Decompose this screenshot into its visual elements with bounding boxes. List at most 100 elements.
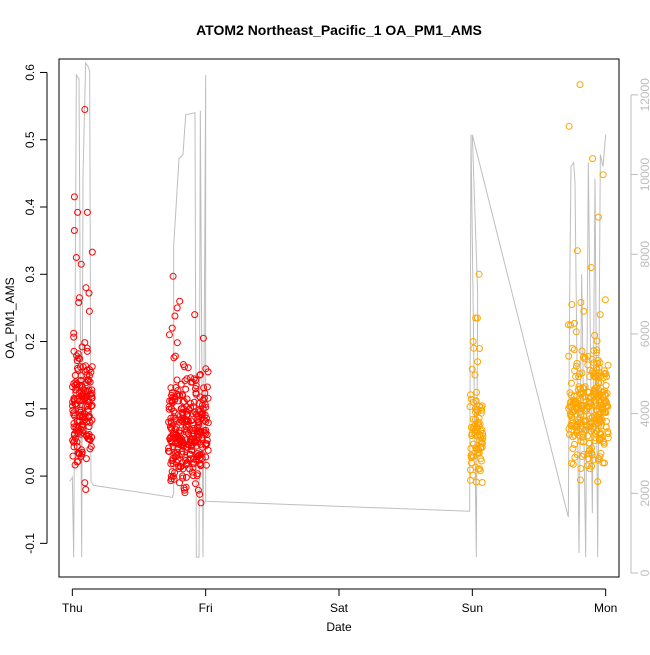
- data-point: [74, 208, 82, 216]
- data-point: [467, 459, 475, 467]
- axes-layer: -0.1 0.0 0.1 0.2 0.3 0.4 0.5 0.6 0 2000 4000 6000 80…: [23, 64, 650, 615]
- data-point: [173, 339, 181, 347]
- data-point: [195, 452, 202, 460]
- data-point: [568, 419, 576, 427]
- data-point: [587, 264, 595, 271]
- data-point: [183, 416, 191, 424]
- data-point: [591, 385, 599, 393]
- data-point: [73, 401, 81, 409]
- data-point: [588, 427, 596, 435]
- data-point: [468, 432, 476, 439]
- data-point: [589, 155, 597, 163]
- data-point: [578, 347, 586, 355]
- data-point: [77, 408, 85, 416]
- y2-tick-label: 0: [638, 569, 650, 576]
- data-point: [192, 389, 200, 397]
- data-point: [472, 463, 480, 471]
- data-point: [587, 392, 595, 400]
- data-point: [85, 289, 93, 297]
- data-point: [178, 409, 186, 417]
- data-point: [170, 354, 178, 362]
- data-point: [194, 470, 201, 478]
- data-point: [197, 499, 205, 507]
- data-point: [204, 446, 212, 454]
- data-point: [476, 420, 484, 428]
- data-point: [183, 395, 191, 403]
- data-point: [584, 432, 592, 440]
- data-point: [478, 479, 486, 486]
- data-point: [185, 405, 193, 413]
- data-point: [473, 314, 481, 322]
- data-point: [171, 312, 179, 320]
- x-tick-label: Thu: [62, 601, 83, 615]
- data-point: [576, 390, 584, 398]
- y-axis-label: OA_PM1_AMS: [3, 277, 17, 358]
- data-point: [601, 296, 609, 304]
- data-point: [197, 462, 205, 470]
- y-tick-label: 0.1: [23, 400, 37, 417]
- data-point: [69, 452, 77, 460]
- data-point: [596, 437, 604, 444]
- data-point: [580, 450, 588, 458]
- data-point: [73, 458, 81, 466]
- y-tick-label: 0.4: [23, 198, 37, 215]
- data-point: [168, 324, 176, 332]
- data-point: [578, 425, 586, 433]
- data-point: [171, 409, 179, 417]
- data-point: [591, 437, 599, 445]
- data-point: [82, 486, 90, 493]
- data-point: [474, 445, 482, 453]
- data-point: [477, 439, 485, 447]
- data-point: [76, 428, 84, 435]
- data-point: [575, 383, 583, 391]
- data-point: [567, 379, 575, 387]
- y2-tick-label: 8000: [638, 241, 650, 268]
- data-point: [575, 373, 583, 381]
- data-point: [585, 439, 593, 447]
- data-point: [568, 301, 576, 308]
- data-point: [595, 416, 602, 424]
- points-layer: [69, 81, 612, 507]
- data-point: [576, 81, 584, 89]
- data-point: [168, 426, 176, 433]
- data-point: [565, 404, 573, 412]
- data-point: [171, 453, 179, 461]
- data-point: [596, 359, 604, 367]
- data-point: [165, 448, 173, 456]
- data-point: [580, 389, 587, 397]
- data-point: [69, 383, 76, 391]
- data-point: [204, 368, 212, 376]
- data-point: [473, 427, 481, 435]
- data-point: [70, 193, 78, 201]
- data-point: [565, 321, 572, 329]
- data-point: [469, 415, 477, 423]
- data-point: [85, 423, 93, 431]
- y2-tick-label: 10000: [638, 158, 650, 192]
- data-point: [179, 472, 187, 480]
- data-point: [86, 445, 94, 453]
- data-point: [203, 440, 211, 448]
- data-point: [477, 455, 485, 463]
- data-point: [593, 337, 601, 345]
- data-point: [85, 412, 93, 420]
- data-point: [593, 346, 601, 354]
- data-point: [591, 331, 599, 339]
- data-point: [183, 375, 191, 383]
- y-tick-label: 0.6: [23, 64, 37, 81]
- data-point: [600, 374, 608, 382]
- data-point: [186, 426, 194, 434]
- data-point: [195, 419, 202, 427]
- data-point: [602, 382, 610, 389]
- data-point: [570, 396, 578, 404]
- data-point: [580, 412, 588, 420]
- data-point: [568, 459, 575, 467]
- data-point: [570, 440, 578, 448]
- data-point: [594, 478, 602, 486]
- data-point: [203, 414, 210, 422]
- x-tick-label: Mon: [594, 601, 617, 615]
- data-point: [77, 372, 85, 380]
- data-point: [467, 391, 474, 399]
- data-point: [478, 443, 486, 451]
- data-point: [596, 401, 604, 409]
